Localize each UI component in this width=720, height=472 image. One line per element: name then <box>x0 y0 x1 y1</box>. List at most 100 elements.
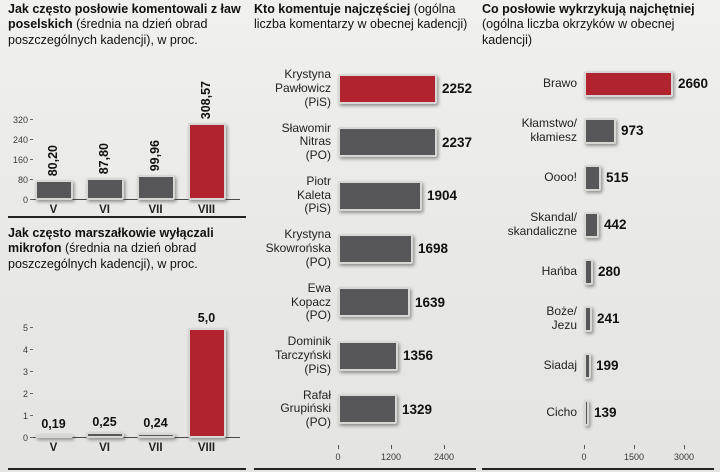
chart-row: Oooo! 515 <box>482 154 714 201</box>
y-tick-mark <box>30 327 33 328</box>
bar-kadencja-VIII[interactable] <box>187 328 226 438</box>
bar-track: 2237 <box>338 127 476 158</box>
x-tick-mark <box>634 445 635 449</box>
x-category-label: VIII <box>197 442 216 454</box>
x-category-label: VI <box>99 442 110 454</box>
chart-title: Kto komentuje najczęściej (ogólna liczba… <box>254 2 476 33</box>
bar-kadencja-VI[interactable] <box>85 432 124 438</box>
x-category-label: VIII <box>197 204 216 216</box>
x-tick-mark <box>391 445 392 449</box>
row-label: Sławomir Nitras (PO) <box>281 120 331 162</box>
y-tick-label: 0 <box>22 195 28 205</box>
bar-value: 973 <box>621 123 644 138</box>
chart-title: Jak często marszałkowie wyłączali mikrof… <box>8 226 246 272</box>
bar[interactable] <box>584 164 601 191</box>
x-tick-label: 0 <box>335 452 341 462</box>
row-label: Krystyna Skowrońska (PO) <box>265 227 331 269</box>
x-tick-label: 1500 <box>623 452 645 462</box>
bar[interactable] <box>338 233 413 264</box>
bar-value-label: 0,19 <box>41 417 66 431</box>
bar-track: 199 <box>584 352 714 379</box>
bar-value: 2660 <box>678 76 709 91</box>
row-label: Rafał Grupiński (PO) <box>280 387 331 430</box>
y-tick-mark <box>30 371 33 372</box>
row-label: Oooo! <box>544 169 577 184</box>
y-tick-mark <box>30 415 33 416</box>
y-tick-label: 320 <box>12 115 28 125</box>
bar[interactable] <box>584 117 616 144</box>
x-tick-label: 2400 <box>433 452 455 462</box>
bar[interactable] <box>338 127 437 158</box>
bar[interactable] <box>338 394 397 425</box>
chart-row: Sławomir Nitras (PO) 2237 <box>254 115 476 168</box>
bar-track: 280 <box>584 258 714 285</box>
y-tick-mark <box>30 349 33 350</box>
chart-comments-frequency: 0 80 160 240 320 80,20 V 87,80 VI 99,96 VII 308,57 V… <box>8 81 246 216</box>
x-category-label: VII <box>148 204 163 216</box>
chart-microphone-off: 0 1 2 3 4 5 0,19 V 0,25 VI 0,24 VII 5,0 VIII <box>8 311 246 454</box>
y-tick-label: 1 <box>22 411 28 421</box>
bar[interactable] <box>338 180 422 211</box>
chart-row: Siadaj 199 <box>482 342 714 389</box>
bar-track: 139 <box>584 399 714 426</box>
chart-row: Krystyna Pawłowicz (PiS) 2252 <box>254 62 476 115</box>
chart-title-bold: Jak często marszałkowie wyłączali mikrof… <box>8 226 214 256</box>
bar-kadencja-V[interactable] <box>34 180 73 200</box>
bar-kadencja-V[interactable] <box>34 434 73 438</box>
x-category-label: VI <box>99 204 110 216</box>
bar[interactable] <box>584 352 591 379</box>
chart-title-bold: Co posłowie wykrzykują najchętniej <box>482 2 695 16</box>
row-label: Brawo <box>542 75 577 90</box>
bar[interactable] <box>584 70 673 97</box>
chart-title-bold: Jak często posłowie komentowali z ław po… <box>8 2 241 32</box>
bar-track: 515 <box>584 164 714 191</box>
bar-track: 1356 <box>338 340 476 371</box>
bar-value: 2252 <box>442 81 473 97</box>
bar[interactable] <box>338 340 398 371</box>
bar-track: 1904 <box>338 180 476 211</box>
chart-title-normal: (średnia na dzień obrad poszczególnych k… <box>8 241 198 271</box>
bar-kadencja-VIII[interactable] <box>187 123 226 200</box>
bar-value: 2237 <box>442 134 473 150</box>
chart-row: Rafał Grupiński (PO) 1329 <box>254 383 476 436</box>
bar-value-label: 80,20 <box>45 144 60 176</box>
panel-comments-frequency: Jak często posłowie komentowali z ław po… <box>8 2 246 218</box>
chart-row: Dominik Tarczyński (PiS) 1356 <box>254 329 476 382</box>
y-tick-mark <box>30 179 33 180</box>
y-tick-mark <box>30 393 33 394</box>
bar-kadencja-VII[interactable] <box>136 175 175 200</box>
bar[interactable] <box>584 305 592 332</box>
chart-row: Boże/ Jezu 241 <box>482 295 714 342</box>
bar[interactable] <box>584 211 599 238</box>
y-tick-label: 5 <box>22 323 28 333</box>
row-label: Siadaj <box>543 357 577 372</box>
bar[interactable] <box>338 287 410 318</box>
row-label: Ewa Kopacz (PO) <box>290 280 331 323</box>
bar-value: 241 <box>597 311 620 326</box>
chart-top-commenters: Krystyna Pawłowicz (PiS) 2252 Sławomir Nit… <box>254 62 476 436</box>
panel-top-shouts: Co posłowie wykrzykują najchętniej (ogól… <box>482 2 714 470</box>
x-tick-mark <box>684 445 685 449</box>
x-category-label: V <box>49 204 58 216</box>
bar-value-label: 0,24 <box>143 416 168 430</box>
bar-value: 1329 <box>402 401 433 417</box>
bar[interactable] <box>584 258 593 285</box>
bar-kadencja-VI[interactable] <box>85 178 124 200</box>
chart-row: Kłamstwo/ kłamiesz 973 <box>482 107 714 154</box>
row-label: Dominik Tarczyński (PiS) <box>274 334 331 376</box>
bar[interactable] <box>584 399 589 426</box>
chart-title-normal: (średnia na dzień obrad poszczególnych k… <box>8 17 208 47</box>
bar-value-label: 0,25 <box>92 415 117 429</box>
bar-value-label: 308,57 <box>198 80 213 119</box>
bar-kadencja-VII[interactable] <box>136 433 175 438</box>
chart-title-normal: (ogólna liczba komentarzy w obecnej kade… <box>254 2 468 32</box>
panel-top-commenters: Kto komentuje najczęściej (ogólna liczba… <box>254 2 476 470</box>
bar-track: 2252 <box>338 73 476 104</box>
chart-row: Hańba 280 <box>482 248 714 295</box>
chart-title-bold: Kto komentuje najczęściej <box>254 2 411 16</box>
chart-title: Co posłowie wykrzykują najchętniej (ogól… <box>482 2 714 48</box>
bar[interactable] <box>338 73 437 104</box>
x-tick-mark <box>584 445 585 449</box>
y-tick-label: 80 <box>17 175 28 185</box>
